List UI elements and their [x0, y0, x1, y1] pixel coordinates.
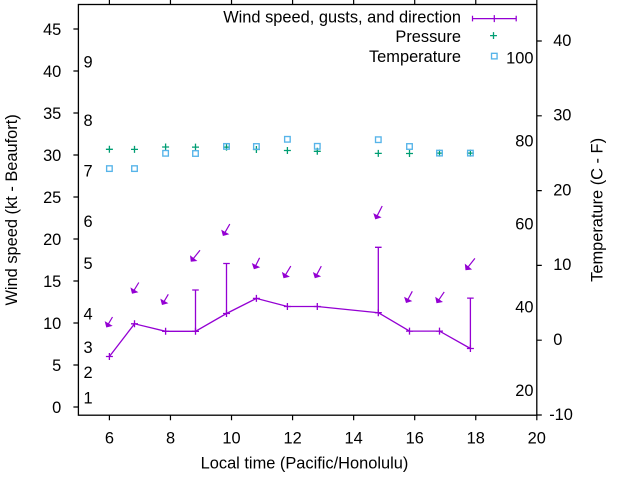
svg-text:100: 100 [506, 49, 533, 67]
svg-text:-10: -10 [549, 406, 573, 424]
svg-text:7: 7 [84, 163, 93, 181]
svg-text:35: 35 [43, 105, 61, 123]
svg-text:14: 14 [344, 429, 362, 447]
svg-text:8: 8 [166, 429, 175, 447]
svg-text:9: 9 [84, 53, 93, 71]
svg-text:40: 40 [43, 63, 61, 81]
svg-text:40: 40 [515, 299, 533, 317]
svg-text:Temperature: Temperature [369, 48, 461, 66]
svg-text:30: 30 [43, 147, 61, 165]
svg-text:40: 40 [553, 32, 571, 50]
svg-text:4: 4 [84, 305, 93, 323]
svg-text:Wind speed, gusts, and directi: Wind speed, gusts, and direction [223, 8, 461, 26]
svg-text:0: 0 [52, 399, 61, 417]
svg-text:15: 15 [43, 273, 61, 291]
svg-text:20: 20 [515, 382, 533, 400]
svg-text:18: 18 [467, 429, 485, 447]
svg-text:25: 25 [43, 189, 61, 207]
svg-text:60: 60 [515, 216, 533, 234]
svg-text:80: 80 [515, 133, 533, 151]
svg-text:Temperature (C - F): Temperature (C - F) [589, 138, 607, 282]
svg-text:12: 12 [283, 429, 301, 447]
svg-text:6: 6 [105, 429, 114, 447]
svg-text:8: 8 [84, 112, 93, 130]
svg-text:Wind speed (kt - Beaufort): Wind speed (kt - Beaufort) [3, 114, 21, 305]
svg-text:Local time (Pacific/Honolulu): Local time (Pacific/Honolulu) [201, 454, 409, 472]
svg-text:10: 10 [222, 429, 240, 447]
svg-text:10: 10 [553, 256, 571, 274]
svg-text:30: 30 [553, 107, 571, 125]
svg-text:Pressure: Pressure [395, 28, 461, 46]
svg-text:5: 5 [52, 357, 61, 375]
svg-text:6: 6 [84, 213, 93, 231]
svg-text:20: 20 [43, 231, 61, 249]
svg-text:20: 20 [553, 181, 571, 199]
svg-text:0: 0 [553, 331, 562, 349]
svg-text:2: 2 [84, 364, 93, 382]
svg-text:1: 1 [84, 389, 93, 407]
svg-text:20: 20 [528, 429, 546, 447]
svg-text:5: 5 [84, 255, 93, 273]
svg-text:10: 10 [43, 315, 61, 333]
svg-text:16: 16 [406, 429, 424, 447]
svg-text:45: 45 [43, 21, 61, 39]
svg-text:3: 3 [84, 339, 93, 357]
